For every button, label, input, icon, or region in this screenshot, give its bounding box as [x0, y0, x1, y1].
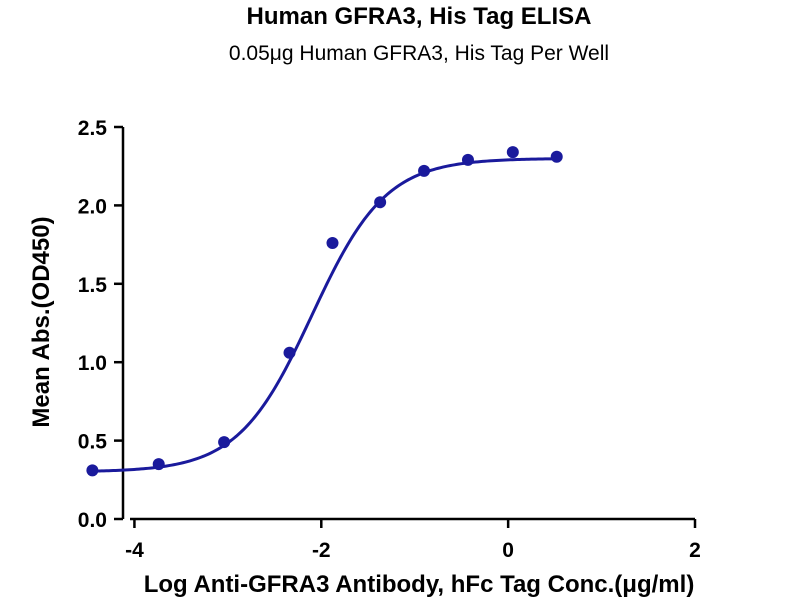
- y-tick-label: 0.5: [78, 431, 108, 454]
- x-tick-label: 0: [502, 539, 514, 562]
- y-tick-label: 1.0: [78, 352, 107, 375]
- data-point: [218, 436, 231, 449]
- data-point: [374, 196, 387, 209]
- y-tick-label: 2.0: [78, 195, 107, 218]
- y-axis-label: Mean Abs.(OD450): [28, 216, 55, 427]
- data-point: [86, 464, 99, 477]
- chart-title: Human GFRA3, His Tag ELISA: [247, 3, 592, 30]
- y-tick-label: 1.5: [78, 274, 108, 297]
- data-point: [418, 164, 431, 177]
- y-tick-label: 2.5: [78, 117, 108, 140]
- data-point: [550, 150, 563, 163]
- fit-curve-layer: [92, 157, 557, 473]
- fit-curve: [92, 157, 557, 473]
- axes: 0.0 0.5 1.0 1.5 2.0 2.5 -4 -2 0 2: [78, 117, 701, 562]
- data-point: [461, 153, 474, 166]
- x-tick-label: -4: [125, 539, 144, 562]
- data-points: [86, 146, 563, 477]
- y-tick-label: 0.0: [78, 509, 107, 532]
- data-point: [326, 237, 339, 250]
- x-axis-label: Log Anti-GFRA3 Antibody, hFc Tag Conc.(μ…: [144, 571, 695, 598]
- data-point: [506, 146, 519, 159]
- data-point: [152, 458, 165, 471]
- data-point: [283, 346, 296, 359]
- x-tick-label: -2: [312, 539, 331, 562]
- x-tick-label: 2: [689, 539, 701, 562]
- chart-subtitle: 0.05μg Human GFRA3, His Tag Per Well: [229, 42, 609, 65]
